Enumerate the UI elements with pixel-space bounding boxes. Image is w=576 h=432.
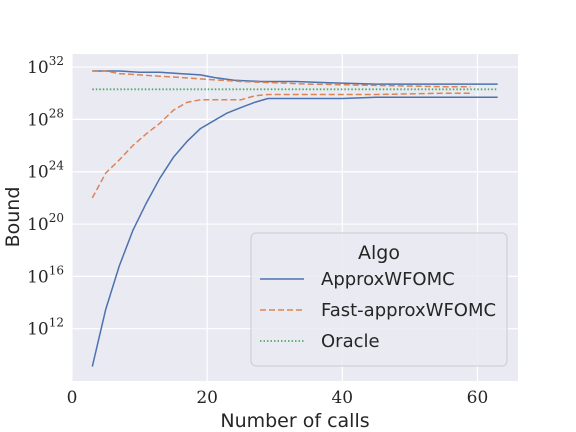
y-tick-label: 1016 (27, 263, 64, 287)
y-tick-label: 1032 (27, 54, 64, 78)
legend-label: Fast-approxWFOMC (321, 300, 496, 321)
x-tick-label: 40 (331, 388, 353, 408)
x-tick-label: 60 (467, 388, 489, 408)
series-line-approxwfomc (92, 70, 498, 85)
legend: Algo ApproxWFOMC Fast-approxWFOMC Oracle (250, 232, 508, 367)
legend-box (250, 232, 508, 367)
series-lines (91, 70, 498, 367)
legend-items: ApproxWFOMC Fast-approxWFOMC Oracle (260, 269, 496, 352)
x-tick-label: 20 (196, 388, 218, 408)
y-tick-label: 1020 (27, 211, 64, 235)
series-line-approxwfomc (91, 96, 498, 367)
y-axis-ticks: 1012 1016 1020 1024 1028 1032 (27, 54, 64, 340)
legend-label: Oracle (321, 331, 380, 352)
y-tick-label: 1012 (27, 316, 64, 340)
legend-title: Algo (358, 242, 400, 264)
y-axis-label: Bound (2, 187, 24, 248)
series-line-fast-approxwfomc (92, 70, 471, 88)
x-axis-label: Number of calls (220, 410, 369, 432)
legend-label: ApproxWFOMC (321, 269, 455, 290)
x-axis-ticks: 0 20 40 60 (67, 388, 489, 408)
y-tick-label: 1028 (27, 106, 64, 130)
x-tick-label: 0 (67, 388, 78, 408)
y-tick-label: 1024 (27, 159, 64, 183)
series-line-fast-approxwfomc (91, 92, 471, 199)
